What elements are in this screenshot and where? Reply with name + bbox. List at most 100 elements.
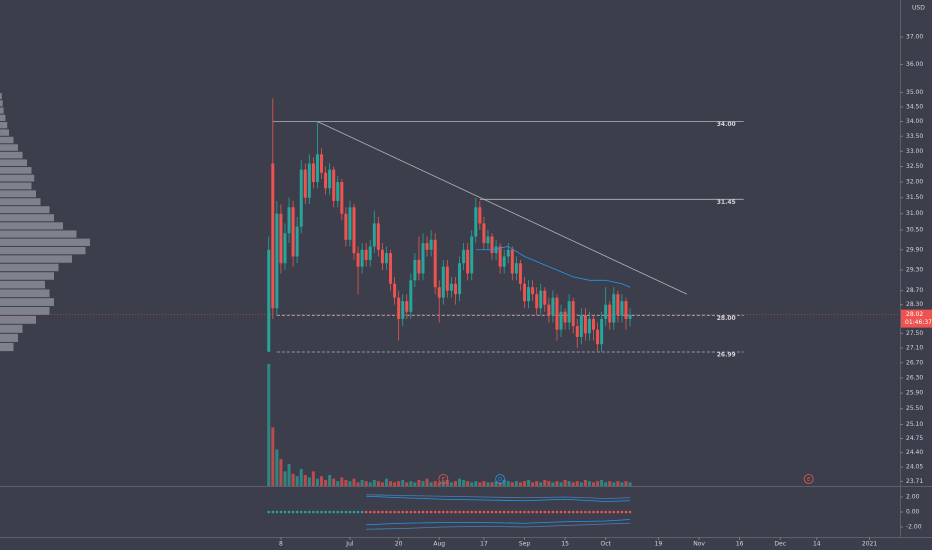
y-tick-label: 23.71	[906, 478, 923, 485]
volume-bar	[380, 482, 384, 486]
candle-body	[527, 287, 531, 302]
volume-bar	[291, 473, 295, 486]
indicator-dot	[482, 510, 486, 514]
indicator-dot	[575, 510, 579, 514]
candle-body	[547, 304, 551, 316]
candle-body	[405, 301, 409, 312]
volume-bar	[486, 482, 490, 486]
candle-body	[328, 169, 332, 189]
volume-profile-bar	[0, 136, 14, 144]
x-tick-label: Aug	[433, 541, 445, 548]
volume-bar	[307, 477, 311, 486]
candle-body	[340, 182, 344, 214]
indicator-dot	[515, 510, 518, 514]
volume-bar	[616, 481, 620, 486]
candle-body	[628, 314, 632, 319]
candle-body	[506, 249, 510, 257]
volume-bar	[429, 482, 433, 486]
indicator-dot	[312, 510, 315, 514]
volume-bar	[275, 449, 279, 486]
candle-body	[462, 249, 466, 264]
volume-bar	[624, 481, 628, 486]
indicator-dot	[348, 510, 352, 514]
indicator-dot	[409, 510, 413, 514]
event-marker[interactable]	[803, 474, 814, 484]
indicator-dot	[523, 510, 526, 514]
volume-profile-bar	[0, 93, 2, 100]
indicator-dot	[563, 510, 567, 514]
indicator-dot	[498, 510, 502, 514]
candle-body	[287, 207, 291, 234]
volume-bar	[324, 479, 328, 486]
volume-profile-bar	[0, 144, 18, 151]
indicator-band	[366, 522, 631, 530]
indicator-tick-label: -2.00	[906, 524, 922, 531]
volume-bar	[514, 481, 518, 486]
candle-body	[604, 304, 608, 319]
y-tick-label: 36.00	[906, 61, 923, 68]
y-tick-label: 28.30	[906, 301, 923, 308]
candle-body	[555, 297, 559, 330]
indicator-dot	[385, 510, 388, 514]
volume-bar	[567, 481, 571, 486]
event-marker[interactable]	[438, 474, 449, 484]
volume-bar	[372, 479, 376, 486]
indicator-dot	[588, 510, 591, 514]
candle-body	[571, 301, 575, 327]
indicator-dot	[320, 510, 323, 514]
indicator-dot	[612, 510, 616, 514]
y-tick-label: 35.00	[906, 89, 923, 96]
candle-body	[315, 154, 319, 183]
indicator-dot	[494, 510, 498, 514]
indicator-tick-label: 2.00	[906, 493, 920, 500]
candle-body	[502, 256, 506, 267]
candle-body	[616, 294, 620, 316]
candle-body	[583, 315, 587, 334]
candle-body	[596, 329, 600, 345]
indicator-dot	[364, 510, 368, 514]
candle-body	[551, 297, 555, 316]
volume-bar	[397, 481, 401, 486]
indicator-dot	[490, 510, 494, 514]
candle-body	[478, 207, 482, 224]
indicator-dot	[604, 510, 607, 514]
x-tick-label: 19	[655, 541, 663, 548]
volume-profile-bar	[0, 246, 86, 255]
candle-body	[474, 207, 478, 237]
candle-body	[320, 154, 324, 173]
candle-body	[384, 253, 388, 264]
indicator-dot	[580, 510, 583, 514]
indicator-dot	[405, 510, 409, 514]
volume-bar	[458, 478, 462, 486]
volume-bar	[608, 481, 612, 486]
volume-bar	[600, 479, 604, 486]
indicator-dot	[555, 510, 559, 514]
event-marker[interactable]	[495, 474, 506, 484]
candle-body	[360, 249, 364, 267]
candle-body	[579, 315, 583, 337]
candle-body	[336, 182, 340, 201]
x-tick-label: 17	[480, 541, 488, 548]
volume-profile-bar	[0, 198, 41, 206]
volume-bar	[271, 427, 275, 486]
indicator-dot	[567, 510, 571, 514]
volume-bar	[356, 482, 360, 486]
volume-bar	[413, 482, 417, 486]
indicator-dot	[535, 510, 538, 514]
candle-body	[441, 266, 445, 298]
volume-bar	[384, 478, 388, 486]
candle-body	[352, 207, 356, 254]
indicator-dot	[421, 510, 425, 514]
indicator-dot	[559, 510, 563, 514]
indicator-dot	[584, 510, 587, 514]
y-tick-label: 32.00	[906, 179, 923, 186]
candle-body	[303, 169, 307, 198]
y-tick-label: 30.50	[906, 226, 923, 233]
volume-profile-bar	[0, 222, 63, 230]
volume-bar	[315, 478, 319, 486]
indicator-dot	[295, 510, 299, 514]
volume-profile-bar	[0, 289, 50, 298]
volume-bar	[352, 478, 356, 486]
volume-bar	[547, 481, 551, 486]
volume-bar	[531, 482, 535, 486]
